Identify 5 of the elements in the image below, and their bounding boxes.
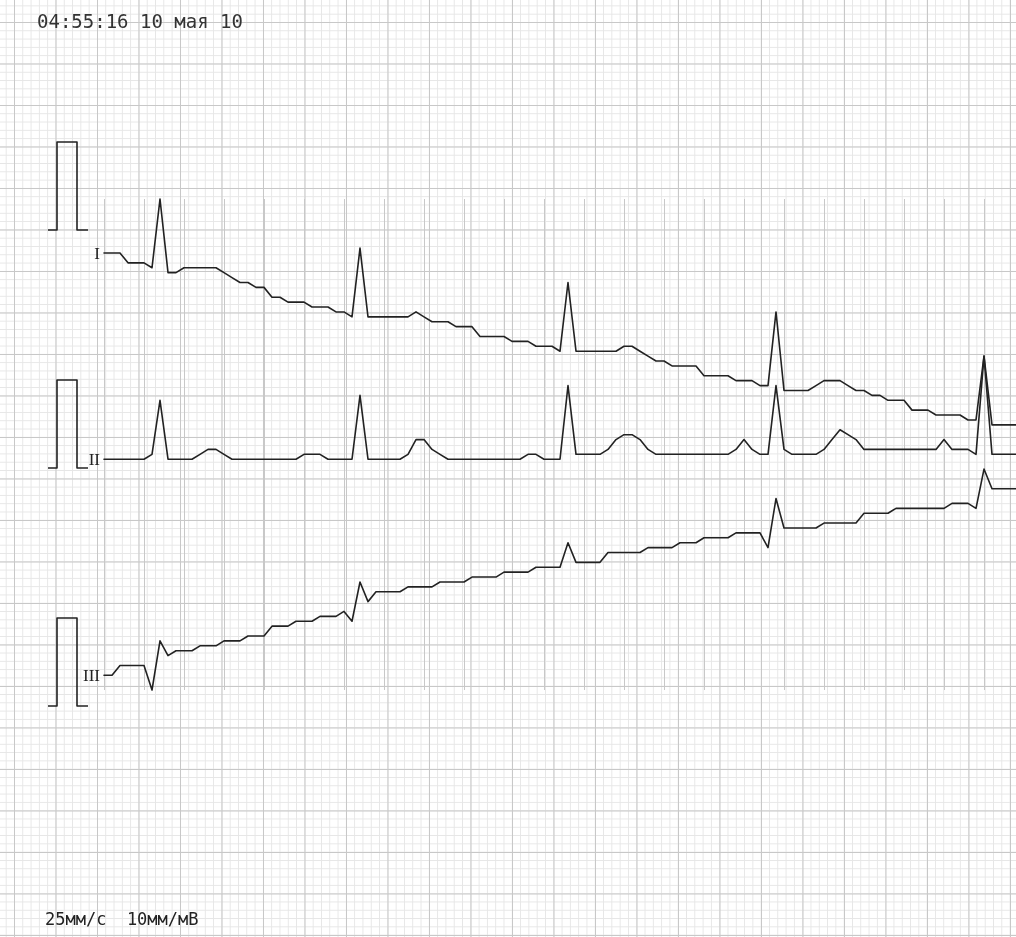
chart-title: 04:55:16 10 мая 10	[37, 9, 243, 32]
series-label: II	[88, 449, 101, 469]
text: 25мм/с 10мм/мВ	[45, 908, 199, 929]
series-label: III	[83, 665, 101, 685]
series-label: I	[94, 243, 101, 263]
